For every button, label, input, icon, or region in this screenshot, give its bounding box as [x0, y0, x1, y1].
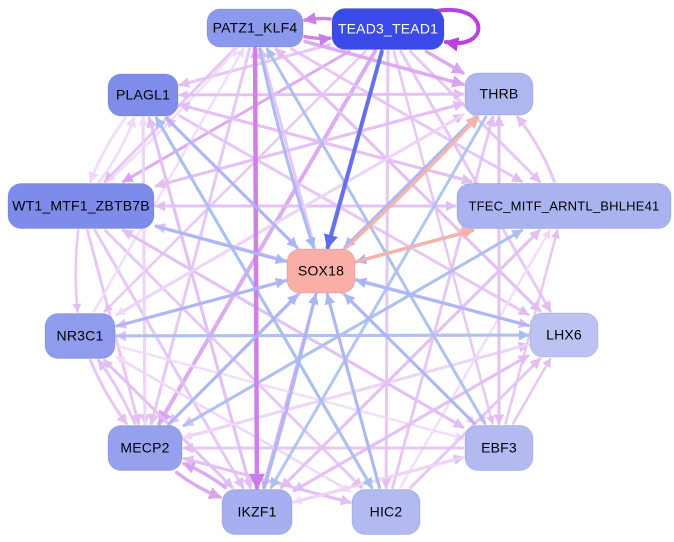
- edge-THRB-to-IKZF1: [269, 115, 488, 489]
- node-label-HIC2: HIC2: [370, 504, 403, 520]
- node-TEAD3[interactable]: TEAD3_TEAD1: [331, 8, 445, 50]
- edge-PATZ1-to-IKZF1: [248, 46, 265, 490]
- edge-EBF3-to-PATZ1: [265, 47, 487, 425]
- edge-WT1-to-NR3C1: [72, 229, 82, 313]
- edge-NR3C1-to-LHX6: [115, 329, 530, 341]
- node-shape-SOX18[interactable]: [286, 248, 356, 294]
- node-LHX6[interactable]: LHX6: [529, 312, 599, 358]
- node-shape-IKZF1[interactable]: [221, 489, 293, 535]
- edge-TEAD3-to-SOX18: [323, 49, 384, 250]
- edge-TEAD3-to-PLAGL1: [178, 43, 332, 88]
- edge-PATZ1-to-SOX18: [258, 47, 316, 249]
- edge-PLAGL1-to-SOX18: [164, 116, 299, 249]
- node-label-PLAGL1: PLAGL1: [116, 87, 170, 103]
- node-shape-TFEC[interactable]: [456, 183, 672, 229]
- edge-TEAD3-to-TEAD3: [432, 7, 481, 52]
- edge-HIC2-to-SOX18: [324, 293, 381, 489]
- edge-EBF3-to-WT1: [121, 229, 465, 429]
- edge-MECP2-to-TFEC: [182, 229, 524, 427]
- node-layer: PATZ1_KLF4 TEAD3_TEAD1 PLAGL1 THRB WT1_MTF1_…: [7, 8, 672, 535]
- edge-NR3C1-to-SOX18: [115, 277, 287, 328]
- edge-TEAD3-to-MECP2: [157, 49, 377, 426]
- edge-layer: [72, 7, 560, 506]
- node-label-PATZ1: PATZ1_KLF4: [213, 20, 298, 36]
- edge-PLAGL1-to-WT1: [88, 116, 127, 184]
- edge-LHX6-to-SOX18: [355, 277, 530, 327]
- edge-TFEC-to-PLAGL1: [178, 101, 473, 183]
- edge-PLAGL1-to-HIC2: [154, 116, 374, 489]
- edge-LHX6-to-MECP2: [182, 343, 530, 440]
- node-label-TFEC: TFEC_MITF_ARNTL_BHLHE41: [469, 198, 660, 213]
- edge-SOX18-to-THRB: [345, 115, 480, 249]
- node-shape-PLAGL1[interactable]: [107, 73, 179, 117]
- node-shape-EBF3[interactable]: [464, 425, 534, 471]
- edge-TEAD3-to-THRB: [424, 49, 465, 75]
- edge-THRB-to-NR3C1: [115, 113, 465, 316]
- edge-EBF3-to-SOX18: [343, 293, 476, 425]
- node-HIC2[interactable]: HIC2: [351, 489, 421, 535]
- edge-PATZ1-to-WT1: [103, 47, 236, 183]
- node-PLAGL1[interactable]: PLAGL1: [107, 73, 179, 117]
- edge-TEAD3-to-HIC2: [380, 50, 392, 490]
- node-MECP2[interactable]: MECP2: [107, 425, 183, 471]
- edge-PATZ1-to-TEAD3: [303, 33, 332, 47]
- node-label-SOX18: SOX18: [298, 263, 344, 279]
- node-WT1[interactable]: WT1_MTF1_ZBTB7B: [7, 183, 155, 229]
- edge-TFEC-to-THRB: [516, 115, 556, 183]
- edge-EBF3-to-LHX6: [511, 357, 552, 425]
- edge-TEAD3-to-PATZ1: [303, 12, 332, 25]
- edge-SOX18-to-TFEC: [355, 227, 475, 264]
- node-shape-TEAD3[interactable]: [331, 8, 445, 50]
- node-EBF3[interactable]: EBF3: [464, 425, 534, 471]
- edge-THRB-to-PLAGL1: [178, 90, 465, 100]
- node-label-NR3C1: NR3C1: [57, 328, 104, 344]
- node-NR3C1[interactable]: NR3C1: [44, 313, 116, 359]
- edge-NR3C1-to-EBF3: [115, 344, 465, 441]
- node-TFEC[interactable]: TFEC_MITF_ARNTL_BHLHE41: [456, 183, 672, 229]
- node-label-EBF3: EBF3: [481, 440, 517, 456]
- node-shape-HIC2[interactable]: [351, 489, 421, 535]
- node-label-MECP2: MECP2: [120, 440, 169, 456]
- edge-MECP2-to-SOX18: [167, 293, 299, 425]
- edge-MECP2-to-IKZF1: [174, 470, 222, 500]
- node-label-TEAD3: TEAD3_TEAD1: [338, 21, 438, 37]
- node-shape-WT1[interactable]: [7, 183, 155, 229]
- node-shape-PATZ1[interactable]: [206, 8, 304, 48]
- edge-NR3C1-to-MECP2: [88, 359, 128, 425]
- node-shape-NR3C1[interactable]: [44, 313, 116, 359]
- node-shape-MECP2[interactable]: [107, 425, 183, 471]
- node-PATZ1[interactable]: PATZ1_KLF4: [206, 8, 304, 48]
- node-SOX18[interactable]: SOX18: [286, 248, 356, 294]
- edge-PATZ1-to-TFEC: [290, 47, 523, 183]
- edge-TEAD3-to-NR3C1: [103, 50, 367, 313]
- node-shape-LHX6[interactable]: [529, 312, 599, 358]
- node-label-WT1: WT1_MTF1_ZBTB7B: [12, 198, 150, 214]
- edge-MECP2-to-PLAGL1: [138, 116, 148, 425]
- node-THRB[interactable]: THRB: [464, 72, 534, 116]
- edge-WT1-to-SOX18: [154, 224, 287, 265]
- edge-WT1-to-PLAGL1: [98, 116, 136, 183]
- edge-IKZF1-to-SOX18: [262, 293, 319, 489]
- node-label-IKZF1: IKZF1: [237, 504, 276, 520]
- edge-LHX6-to-PATZ1: [274, 47, 542, 313]
- node-label-LHX6: LHX6: [546, 327, 582, 343]
- edge-TEAD3-to-WT1: [122, 50, 351, 183]
- node-label-THRB: THRB: [480, 86, 519, 102]
- node-IKZF1[interactable]: IKZF1: [221, 489, 293, 535]
- edge-THRB-to-SOX18: [343, 115, 478, 249]
- node-shape-THRB[interactable]: [464, 72, 534, 116]
- edge-MECP2-to-NR3C1: [97, 359, 137, 425]
